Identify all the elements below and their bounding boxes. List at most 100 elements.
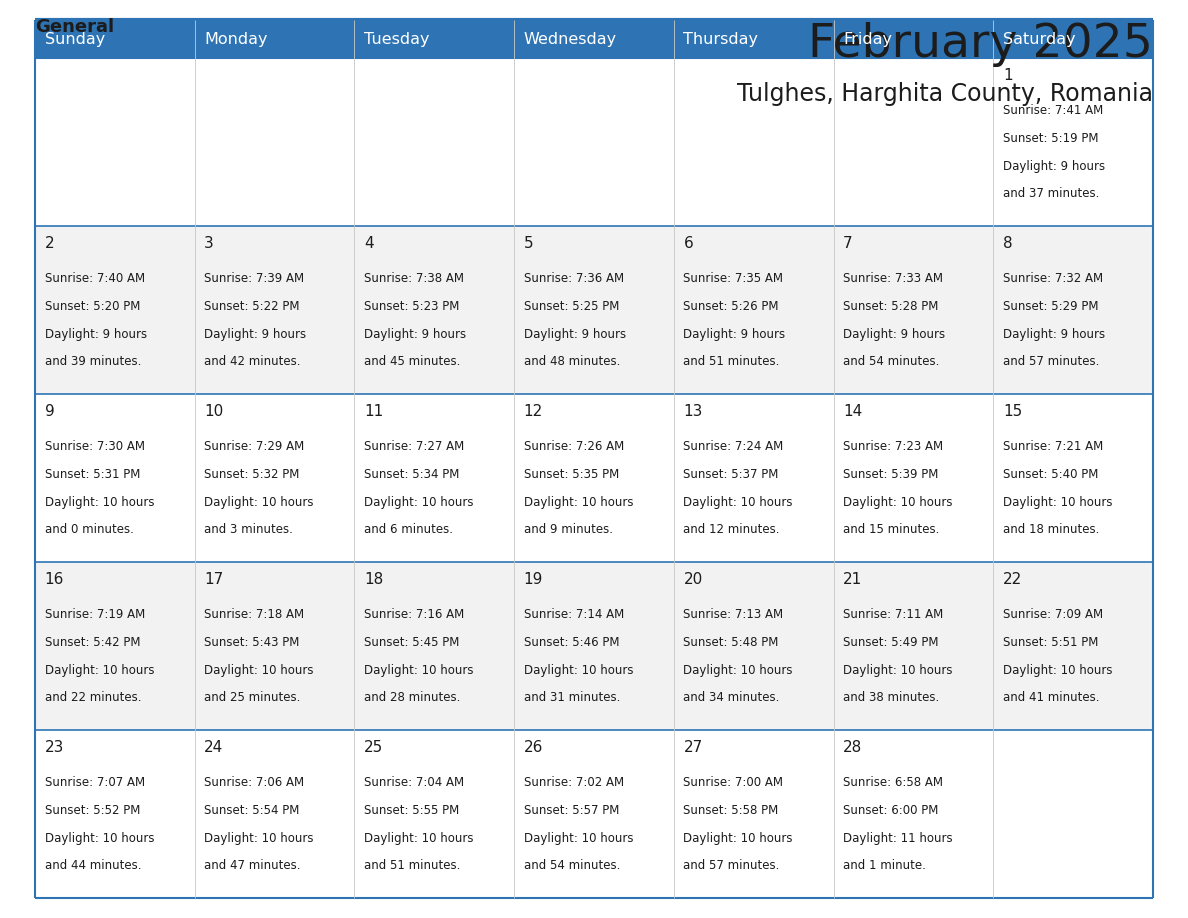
Text: Sunset: 5:35 PM: Sunset: 5:35 PM (524, 468, 619, 481)
Text: 6: 6 (683, 236, 693, 252)
Text: and 15 minutes.: and 15 minutes. (843, 523, 940, 536)
Text: 3: 3 (204, 236, 214, 252)
Text: Daylight: 10 hours: Daylight: 10 hours (843, 496, 953, 509)
Text: and 51 minutes.: and 51 minutes. (683, 355, 779, 368)
Text: Friday: Friday (843, 31, 892, 47)
Text: Sunset: 5:34 PM: Sunset: 5:34 PM (364, 468, 460, 481)
Text: Daylight: 10 hours: Daylight: 10 hours (364, 832, 474, 845)
Bar (195, 562, 354, 730)
Text: 24: 24 (204, 740, 223, 756)
Text: Daylight: 10 hours: Daylight: 10 hours (524, 832, 633, 845)
Text: and 22 minutes.: and 22 minutes. (45, 691, 141, 704)
Text: and 31 minutes.: and 31 minutes. (524, 691, 620, 704)
Text: and 42 minutes.: and 42 minutes. (204, 355, 301, 368)
Text: Daylight: 9 hours: Daylight: 9 hours (683, 328, 785, 341)
Text: Sunset: 6:00 PM: Sunset: 6:00 PM (843, 804, 939, 817)
Text: 10: 10 (204, 404, 223, 420)
Text: Sunset: 5:42 PM: Sunset: 5:42 PM (45, 636, 140, 649)
Text: Daylight: 10 hours: Daylight: 10 hours (364, 496, 474, 509)
Text: Sunrise: 7:21 AM: Sunrise: 7:21 AM (1003, 441, 1104, 453)
Text: Thursday: Thursday (683, 31, 758, 47)
Text: and 51 minutes.: and 51 minutes. (364, 859, 461, 872)
Text: Sunrise: 7:32 AM: Sunrise: 7:32 AM (1003, 273, 1102, 285)
Text: Sunrise: 7:07 AM: Sunrise: 7:07 AM (45, 777, 145, 789)
Bar (514, 394, 674, 562)
Bar (195, 394, 354, 562)
Text: Sunset: 5:32 PM: Sunset: 5:32 PM (204, 468, 299, 481)
Text: Daylight: 9 hours: Daylight: 9 hours (364, 328, 466, 341)
Bar (834, 226, 993, 394)
Text: Sunset: 5:22 PM: Sunset: 5:22 PM (204, 300, 299, 313)
Text: 11: 11 (364, 404, 384, 420)
Text: Sunrise: 7:19 AM: Sunrise: 7:19 AM (45, 609, 145, 621)
Text: 27: 27 (683, 740, 702, 756)
Text: Sunrise: 7:27 AM: Sunrise: 7:27 AM (364, 441, 465, 453)
Text: Sunset: 5:54 PM: Sunset: 5:54 PM (204, 804, 299, 817)
Text: Sunrise: 7:26 AM: Sunrise: 7:26 AM (524, 441, 624, 453)
Text: Sunrise: 7:39 AM: Sunrise: 7:39 AM (204, 273, 304, 285)
Text: and 37 minutes.: and 37 minutes. (1003, 187, 1099, 200)
Text: Sunset: 5:31 PM: Sunset: 5:31 PM (45, 468, 140, 481)
Text: Sunrise: 6:58 AM: Sunrise: 6:58 AM (843, 777, 943, 789)
Text: Daylight: 10 hours: Daylight: 10 hours (683, 832, 792, 845)
Bar (514, 226, 674, 394)
Text: Wednesday: Wednesday (524, 31, 617, 47)
Text: Sunset: 5:20 PM: Sunset: 5:20 PM (45, 300, 140, 313)
Text: 18: 18 (364, 572, 384, 588)
Text: Daylight: 10 hours: Daylight: 10 hours (524, 664, 633, 677)
Text: and 54 minutes.: and 54 minutes. (843, 355, 940, 368)
Text: and 44 minutes.: and 44 minutes. (45, 859, 141, 872)
Text: Sunrise: 7:16 AM: Sunrise: 7:16 AM (364, 609, 465, 621)
Text: Sunset: 5:23 PM: Sunset: 5:23 PM (364, 300, 460, 313)
Bar (34, 226, 195, 394)
Bar (993, 562, 1154, 730)
Polygon shape (107, 19, 124, 39)
Bar (674, 226, 834, 394)
Text: 1: 1 (1003, 68, 1012, 84)
Text: Sunrise: 7:11 AM: Sunrise: 7:11 AM (843, 609, 943, 621)
Text: Sunday: Sunday (45, 31, 105, 47)
Text: Saturday: Saturday (1003, 31, 1075, 47)
Text: 13: 13 (683, 404, 703, 420)
Text: Sunset: 5:37 PM: Sunset: 5:37 PM (683, 468, 779, 481)
Text: Daylight: 10 hours: Daylight: 10 hours (683, 664, 792, 677)
Text: Daylight: 10 hours: Daylight: 10 hours (1003, 496, 1112, 509)
Text: Monday: Monday (204, 31, 267, 47)
Bar (34, 394, 195, 562)
Bar (674, 20, 834, 58)
Text: Daylight: 10 hours: Daylight: 10 hours (204, 832, 314, 845)
Text: 8: 8 (1003, 236, 1012, 252)
Text: 19: 19 (524, 572, 543, 588)
Text: Sunrise: 7:04 AM: Sunrise: 7:04 AM (364, 777, 465, 789)
Text: and 9 minutes.: and 9 minutes. (524, 523, 613, 536)
Text: Daylight: 9 hours: Daylight: 9 hours (45, 328, 146, 341)
Text: 2: 2 (45, 236, 55, 252)
Text: Sunrise: 7:35 AM: Sunrise: 7:35 AM (683, 273, 783, 285)
Text: 21: 21 (843, 572, 862, 588)
Bar (674, 394, 834, 562)
Text: Sunset: 5:55 PM: Sunset: 5:55 PM (364, 804, 460, 817)
Text: and 1 minute.: and 1 minute. (843, 859, 925, 872)
Text: Daylight: 10 hours: Daylight: 10 hours (45, 496, 154, 509)
Text: Sunrise: 7:23 AM: Sunrise: 7:23 AM (843, 441, 943, 453)
Text: Daylight: 10 hours: Daylight: 10 hours (524, 496, 633, 509)
Text: Sunset: 5:51 PM: Sunset: 5:51 PM (1003, 636, 1098, 649)
Bar (354, 394, 514, 562)
Bar (354, 20, 514, 58)
Text: 4: 4 (364, 236, 374, 252)
Bar (514, 20, 674, 58)
Text: Sunrise: 7:29 AM: Sunrise: 7:29 AM (204, 441, 304, 453)
Bar (34, 20, 195, 58)
Text: and 34 minutes.: and 34 minutes. (683, 691, 779, 704)
Bar (834, 58, 993, 226)
Bar (354, 226, 514, 394)
Text: and 25 minutes.: and 25 minutes. (204, 691, 301, 704)
Text: and 3 minutes.: and 3 minutes. (204, 523, 293, 536)
Text: and 39 minutes.: and 39 minutes. (45, 355, 141, 368)
Text: Sunrise: 7:14 AM: Sunrise: 7:14 AM (524, 609, 624, 621)
Text: Sunset: 5:39 PM: Sunset: 5:39 PM (843, 468, 939, 481)
Bar (993, 730, 1154, 898)
Text: and 6 minutes.: and 6 minutes. (364, 523, 453, 536)
Text: Sunrise: 7:00 AM: Sunrise: 7:00 AM (683, 777, 783, 789)
Text: February 2025: February 2025 (808, 22, 1154, 67)
